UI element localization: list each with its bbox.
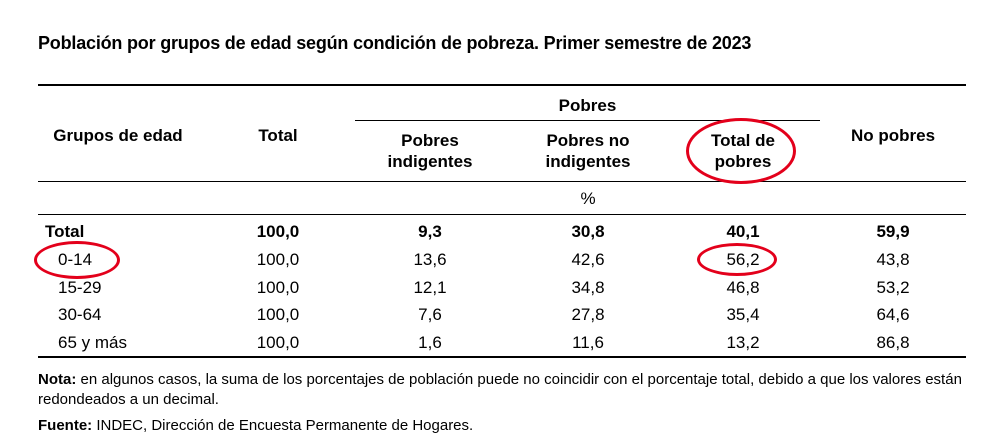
header-indigentes: Pobres indigentes: [370, 130, 490, 172]
row-label: 65 y más: [58, 333, 127, 352]
note-label: Nota:: [38, 371, 77, 388]
annotation-circle-header: [686, 118, 796, 184]
cell-no-pobres: 53,2: [876, 278, 910, 297]
annotation-circle-value: [697, 243, 777, 276]
cell-indigentes: 1,6: [418, 333, 442, 352]
cell-no-pobres: 86,8: [876, 333, 910, 352]
cell-no-indigentes: 34,8: [571, 278, 605, 297]
header-no-indigentes: Pobres no indigentes: [528, 130, 648, 172]
header-indigentes-line2: indigentes: [387, 152, 473, 171]
cell-no-indigentes: 42,6: [571, 250, 605, 269]
row-label: 30-64: [58, 305, 102, 324]
pobres-rule: [355, 120, 820, 121]
source-label: Fuente:: [38, 417, 93, 434]
bottom-rule: [38, 356, 966, 358]
cell-indigentes: 12,1: [413, 278, 447, 297]
header-pobres: Pobres: [558, 96, 617, 115]
cell-total-pobres: 40,1: [726, 222, 760, 241]
cell-no-pobres: 59,9: [876, 222, 910, 241]
header-total: Total: [258, 126, 298, 145]
header-no-indigentes-line2: indigentes: [545, 152, 631, 171]
header-indigentes-line1: Pobres: [401, 131, 459, 150]
cell-no-indigentes: 11,6: [572, 333, 604, 352]
cell-total: 100,0: [256, 250, 300, 269]
top-rule: [38, 84, 966, 86]
cell-no-pobres: 43,8: [876, 250, 910, 269]
cell-indigentes: 7,6: [418, 305, 442, 324]
table-title: Población por grupos de edad según condi…: [38, 33, 752, 53]
table-source: Fuente: INDEC, Dirección de Encuesta Per…: [38, 416, 968, 436]
cell-no-pobres: 64,6: [876, 305, 910, 324]
cell-indigentes: 9,3: [418, 222, 442, 241]
cell-total-pobres: 35,4: [726, 305, 760, 324]
cell-indigentes: 13,6: [413, 250, 447, 269]
header-rule: [38, 181, 966, 182]
unit-rule: [38, 214, 966, 215]
cell-total-pobres: 13,2: [726, 333, 760, 352]
cell-total: 100,0: [256, 333, 300, 352]
note-text: en algunos casos, la suma de los porcent…: [38, 371, 962, 408]
annotation-circle-age: [34, 241, 120, 279]
cell-total: 100,0: [256, 305, 300, 324]
unit-label: %: [580, 189, 596, 208]
cell-total: 100,0: [256, 278, 300, 297]
row-label: 15-29: [58, 278, 102, 297]
row-label: Total: [45, 222, 85, 241]
cell-total-pobres: 46,8: [726, 278, 760, 297]
header-grupos: Grupos de edad: [53, 126, 183, 145]
source-text: INDEC, Dirección de Encuesta Permanente …: [92, 417, 474, 434]
header-no-pobres: No pobres: [850, 126, 936, 145]
header-no-indigentes-line1: Pobres no: [546, 131, 630, 150]
cell-no-indigentes: 27,8: [571, 305, 605, 324]
table-note: Nota: en algunos casos, la suma de los p…: [38, 370, 968, 410]
cell-total: 100,0: [256, 222, 300, 241]
cell-no-indigentes: 30,8: [571, 222, 605, 241]
